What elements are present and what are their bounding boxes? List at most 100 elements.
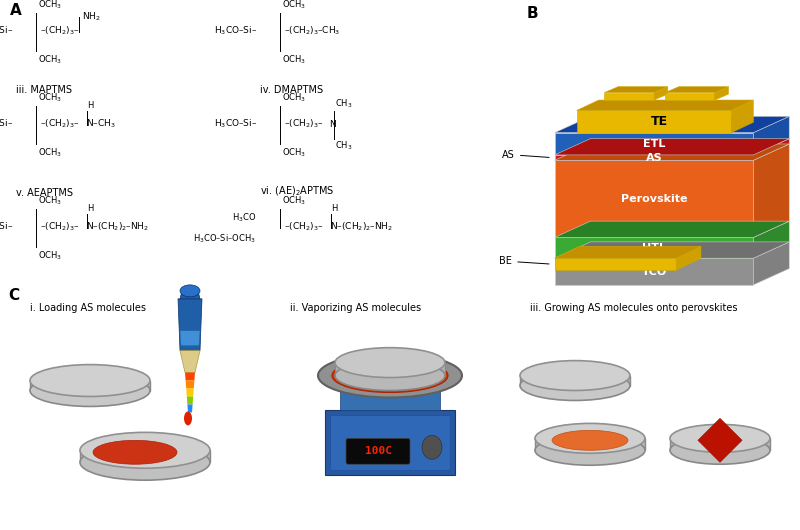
Ellipse shape [184, 411, 192, 426]
Text: H$_3$CO–Si–: H$_3$CO–Si– [0, 220, 14, 233]
Polygon shape [554, 117, 790, 132]
Polygon shape [520, 376, 630, 385]
Text: TCO: TCO [642, 267, 666, 277]
Text: NH$_2$: NH$_2$ [82, 11, 101, 23]
Polygon shape [665, 87, 729, 93]
Text: ETL: ETL [643, 139, 665, 149]
Ellipse shape [535, 423, 645, 453]
Polygon shape [80, 450, 210, 462]
Polygon shape [325, 410, 455, 475]
Polygon shape [180, 291, 200, 299]
Ellipse shape [335, 348, 445, 377]
Polygon shape [754, 144, 790, 237]
Text: N–(CH$_2$)$_2$–NH$_2$: N–(CH$_2$)$_2$–NH$_2$ [330, 220, 393, 233]
Polygon shape [186, 388, 194, 396]
Polygon shape [665, 93, 714, 100]
Polygon shape [554, 237, 754, 258]
Text: –(CH$_2$)$_3$–: –(CH$_2$)$_3$– [40, 24, 79, 37]
Ellipse shape [332, 359, 448, 393]
Polygon shape [554, 139, 790, 155]
Text: OCH$_3$: OCH$_3$ [282, 53, 306, 66]
Polygon shape [698, 418, 742, 462]
Text: TE: TE [651, 115, 668, 128]
Ellipse shape [335, 360, 445, 391]
Text: –(CH$_2$)$_3$–: –(CH$_2$)$_3$– [284, 220, 323, 233]
Text: OCH$_3$: OCH$_3$ [282, 194, 306, 207]
Text: i. APTMS: i. APTMS [16, 0, 58, 2]
Text: H$_3$CO–Si–: H$_3$CO–Si– [214, 118, 258, 130]
Polygon shape [731, 100, 754, 132]
Text: H$_3$CO–Si–: H$_3$CO–Si– [0, 118, 14, 130]
Polygon shape [754, 117, 790, 155]
Polygon shape [554, 132, 754, 155]
Text: iii. Growing AS molecules onto perovskites: iii. Growing AS molecules onto perovskit… [530, 303, 738, 313]
Text: H$_3$CO: H$_3$CO [232, 211, 256, 224]
Polygon shape [180, 331, 200, 346]
Ellipse shape [535, 435, 645, 465]
Polygon shape [330, 416, 450, 470]
Text: ii. Vaporizing AS molecules: ii. Vaporizing AS molecules [290, 303, 421, 313]
Polygon shape [577, 100, 754, 110]
Text: vi. (AE)$_2$APTMS: vi. (AE)$_2$APTMS [260, 184, 334, 198]
Polygon shape [187, 396, 194, 404]
Polygon shape [676, 246, 701, 270]
Text: OCH$_3$: OCH$_3$ [38, 91, 62, 104]
Text: CH$_3$: CH$_3$ [335, 140, 353, 153]
Text: B: B [527, 6, 538, 21]
Text: N–CH$_3$: N–CH$_3$ [86, 118, 115, 130]
FancyBboxPatch shape [346, 438, 410, 464]
Polygon shape [180, 351, 200, 373]
Text: OCH$_3$: OCH$_3$ [282, 91, 306, 104]
Ellipse shape [348, 364, 432, 387]
Ellipse shape [30, 365, 150, 396]
Text: OCH$_3$: OCH$_3$ [38, 194, 62, 207]
Text: H: H [87, 204, 94, 213]
Polygon shape [554, 258, 676, 270]
Polygon shape [178, 299, 202, 351]
Polygon shape [754, 139, 790, 160]
Ellipse shape [552, 430, 628, 450]
Ellipse shape [318, 354, 462, 398]
Text: A: A [10, 3, 22, 18]
Polygon shape [335, 363, 445, 376]
Text: 100C: 100C [365, 446, 391, 456]
Text: OCH$_3$: OCH$_3$ [38, 146, 62, 159]
Text: OCH$_3$: OCH$_3$ [282, 146, 306, 159]
Text: N–(CH$_2$)$_2$–NH$_2$: N–(CH$_2$)$_2$–NH$_2$ [86, 220, 149, 233]
Text: –(CH$_2$)$_3$–: –(CH$_2$)$_3$– [40, 118, 79, 130]
Polygon shape [670, 438, 770, 450]
Polygon shape [185, 373, 195, 381]
Polygon shape [554, 242, 790, 258]
Polygon shape [754, 221, 790, 258]
Text: C: C [8, 288, 19, 303]
Text: OCH$_3$: OCH$_3$ [38, 249, 62, 262]
Text: AS: AS [502, 149, 549, 160]
Polygon shape [30, 381, 150, 391]
Text: OCH$_3$: OCH$_3$ [38, 0, 62, 11]
Text: v. AEAPTMS: v. AEAPTMS [16, 188, 73, 198]
Polygon shape [754, 242, 790, 285]
Polygon shape [577, 110, 731, 132]
Text: H$_3$CO–Si–: H$_3$CO–Si– [0, 24, 14, 37]
Ellipse shape [520, 370, 630, 401]
Polygon shape [604, 87, 668, 93]
Text: ii. PTMS: ii. PTMS [260, 0, 298, 2]
Polygon shape [604, 93, 654, 100]
Polygon shape [554, 221, 790, 237]
Text: CH$_3$: CH$_3$ [335, 98, 353, 110]
Text: Perovskite: Perovskite [621, 194, 687, 204]
Ellipse shape [670, 436, 770, 464]
Text: N: N [330, 120, 336, 128]
Polygon shape [186, 381, 194, 388]
Text: BE: BE [499, 256, 549, 266]
Polygon shape [714, 87, 729, 100]
Text: OCH$_3$: OCH$_3$ [282, 0, 306, 11]
Text: –(CH$_2$)$_3$–: –(CH$_2$)$_3$– [40, 220, 79, 233]
Text: AS: AS [646, 153, 662, 163]
Polygon shape [554, 258, 754, 285]
Polygon shape [554, 246, 701, 258]
Text: iv. DMAPTMS: iv. DMAPTMS [260, 85, 323, 95]
Ellipse shape [180, 285, 200, 297]
Text: iii. MAPTMS: iii. MAPTMS [16, 85, 72, 95]
Polygon shape [554, 144, 790, 160]
